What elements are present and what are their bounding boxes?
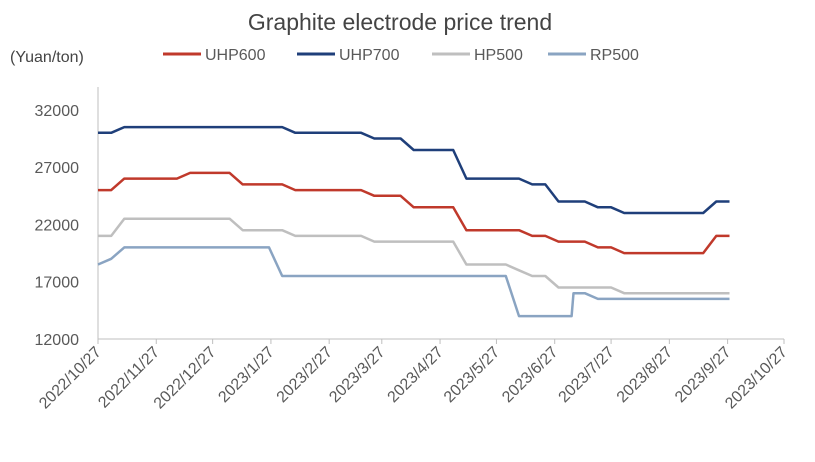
legend-label: RP500 (590, 47, 639, 64)
x-tick-label: 2023/3/27 (326, 344, 388, 406)
y-axis-ticks: 12000 17000 22000 27000 32000 (35, 103, 80, 349)
x-tick-label: 2023/2/27 (274, 344, 336, 406)
x-tick-label: 2023/4/27 (385, 344, 447, 406)
x-tick-label: 2023/8/27 (614, 344, 676, 406)
x-tick-label: 2023/1/27 (215, 344, 277, 406)
y-tick-label: 22000 (35, 217, 80, 234)
legend: UHP600 UHP700 HP500 RP500 (163, 47, 639, 64)
x-axis-ticks: 2022/10/272022/11/272022/12/272023/1/272… (36, 339, 791, 412)
x-tick-label: 2022/10/27 (36, 344, 105, 413)
legend-label: UHP700 (339, 47, 400, 64)
y-tick-label: 17000 (35, 275, 80, 292)
series-line-uhp700 (98, 125, 730, 215)
y-tick-label: 32000 (35, 103, 80, 120)
legend-label: HP500 (474, 47, 523, 64)
x-tick-label: 2023/5/27 (441, 344, 503, 406)
series-line-hp500 (98, 217, 730, 295)
series-lines (97, 125, 730, 318)
y-tick-label: 27000 (35, 160, 80, 177)
y-axis-label: (Yuan/ton) (10, 49, 84, 66)
series-line-rp500 (97, 246, 730, 318)
x-tick-label: 2023/6/27 (499, 344, 561, 406)
chart-title: Graphite electrode price trend (248, 9, 552, 35)
y-tick-label: 12000 (35, 332, 80, 349)
x-tick-label: 2023/7/27 (556, 344, 618, 406)
legend-label: UHP600 (205, 47, 266, 64)
series-line-uhp600 (98, 171, 730, 255)
